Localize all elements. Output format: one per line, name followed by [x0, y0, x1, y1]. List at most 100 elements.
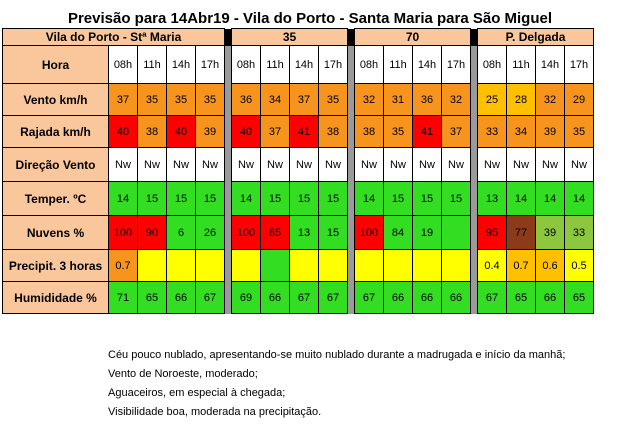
forecast-cell: 17h [564, 45, 594, 84]
section-divider [347, 83, 355, 116]
forecast-cell: 15 [289, 181, 319, 216]
forecast-cell: 15 [166, 181, 196, 216]
note-line: Visibilidade boa, moderada na precipitaç… [108, 406, 322, 418]
row-label: Rajada km/h [2, 115, 109, 148]
forecast-cell [441, 249, 471, 282]
table-row: Precipit. 3 horas 0.7 0.4 0.7 0.6 0.5 [2, 249, 594, 282]
forecast-cell: 0.6 [535, 249, 565, 282]
forecast-cell: 19 [412, 215, 442, 250]
forecast-cell: 28 [506, 83, 536, 116]
forecast-cell [441, 215, 471, 250]
section-divider [224, 181, 232, 216]
forecast-cell: 40 [166, 115, 196, 148]
forecast-cell: 14 [108, 181, 138, 216]
note-line: Vento de Noroeste, moderado; [108, 368, 258, 380]
forecast-cell: 35 [383, 115, 413, 148]
page-title: Previsão para 14Abr19 - Vila do Porto - … [67, 10, 553, 27]
forecast-cell: 13 [477, 181, 507, 216]
forecast-cell: 37 [108, 83, 138, 116]
forecast-cell: 40 [231, 115, 261, 148]
section-divider [224, 249, 232, 282]
forecast-cell: 08h [477, 45, 507, 84]
forecast-cell: 69 [231, 281, 261, 314]
section-divider [470, 147, 478, 182]
forecast-cell: Nw [195, 147, 225, 182]
table-row: Hora 08h 11h 14h 17h 08h 11h 14h 17h 08h 11h 14h 17h… [2, 45, 594, 84]
forecast-cell: 14h [535, 45, 565, 84]
forecast-cell: 35 [318, 83, 348, 116]
forecast-cell [260, 249, 290, 282]
section-divider [224, 147, 232, 182]
forecast-cell: 33 [564, 215, 594, 250]
forecast-cell: 13 [289, 215, 319, 250]
row-label: Temper. ºC [2, 181, 109, 216]
forecast-cell: 66 [260, 281, 290, 314]
forecast-cell: 84 [383, 215, 413, 250]
forecast-cell: 35 [166, 83, 196, 116]
section-divider [224, 83, 232, 116]
forecast-notes: Céu pouco nublado, apresentando-se muito… [108, 346, 565, 422]
section-divider [347, 215, 355, 250]
forecast-cell: 36 [231, 83, 261, 116]
forecast-cell: 11h [260, 45, 290, 84]
forecast-cell: 41 [289, 115, 319, 148]
forecast-cell: 17h [318, 45, 348, 84]
forecast-cell: 35 [137, 83, 167, 116]
table-row: Humididade % 71 65 66 67 69 66 67 67 67 66 66 66 67 65… [2, 281, 594, 314]
forecast-cell: 85 [260, 215, 290, 250]
forecast-cell: 100 [108, 215, 138, 250]
section-divider [347, 147, 355, 182]
forecast-cell: 66 [441, 281, 471, 314]
section-divider [470, 45, 478, 84]
forecast-cell: 15 [412, 181, 442, 216]
forecast-cell [383, 249, 413, 282]
forecast-cell: 14h [412, 45, 442, 84]
forecast-cell: 67 [354, 281, 384, 314]
forecast-cell: 100 [231, 215, 261, 250]
section-divider [224, 215, 232, 250]
section-divider [224, 28, 232, 46]
forecast-cell: 40 [108, 115, 138, 148]
forecast-cell: 08h [108, 45, 138, 84]
forecast-cell: 35 [195, 83, 225, 116]
forecast-cell: 32 [441, 83, 471, 116]
forecast-cell: 14 [231, 181, 261, 216]
forecast-cell: 66 [535, 281, 565, 314]
forecast-cell: 15 [383, 181, 413, 216]
row-label: Direção Vento [2, 147, 109, 182]
forecast-cell: 66 [383, 281, 413, 314]
section-divider [470, 115, 478, 148]
forecast-cell: 38 [137, 115, 167, 148]
section-header: 70 [354, 28, 471, 46]
forecast-cell: 11h [506, 45, 536, 84]
forecast-cell [289, 249, 319, 282]
section-divider [347, 28, 355, 46]
section-divider [470, 281, 478, 314]
forecast-cell: 15 [137, 181, 167, 216]
section-divider [470, 28, 478, 46]
forecast-cell: 11h [383, 45, 413, 84]
table-row: Temper. ºC 14 15 15 15 14 15 15 15 14 15 15 15 13 14 14… [2, 181, 594, 216]
forecast-cell: 35 [564, 115, 594, 148]
forecast-cell: 37 [289, 83, 319, 116]
forecast-cell: 26 [195, 215, 225, 250]
row-label: Precipit. 3 horas [2, 249, 109, 282]
forecast-cell: 14h [289, 45, 319, 84]
section-header: P. Delgada [477, 28, 594, 46]
forecast-cell: 34 [506, 115, 536, 148]
forecast-cell: 17h [195, 45, 225, 84]
section-divider [347, 249, 355, 282]
forecast-cell: 37 [441, 115, 471, 148]
forecast-cell: Nw [318, 147, 348, 182]
forecast-cell: 14h [166, 45, 196, 84]
forecast-cell: 34 [260, 83, 290, 116]
forecast-cell: 95 [477, 215, 507, 250]
forecast-cell [195, 249, 225, 282]
forecast-cell: Nw [108, 147, 138, 182]
forecast-cell: 15 [260, 181, 290, 216]
section-divider [470, 215, 478, 250]
forecast-cell: 33 [477, 115, 507, 148]
forecast-cell: 67 [195, 281, 225, 314]
forecast-cell: 38 [354, 115, 384, 148]
forecast-cell: 66 [166, 281, 196, 314]
